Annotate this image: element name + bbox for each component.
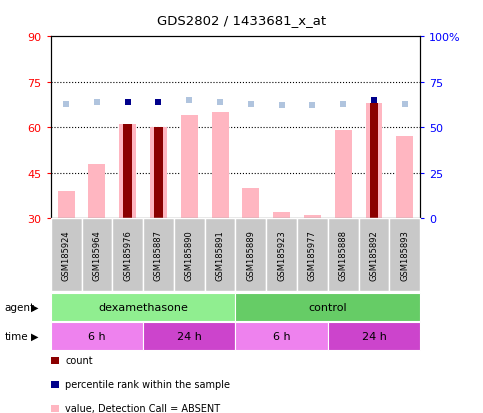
Bar — [212, 113, 228, 219]
Bar — [366, 104, 383, 219]
Text: dexamethasone: dexamethasone — [98, 302, 188, 312]
Text: control: control — [309, 302, 347, 312]
Text: GSM185976: GSM185976 — [123, 230, 132, 280]
Text: GSM185964: GSM185964 — [92, 230, 101, 280]
Text: GDS2802 / 1433681_x_at: GDS2802 / 1433681_x_at — [157, 14, 326, 27]
Text: 24 h: 24 h — [177, 331, 202, 341]
Text: GSM185889: GSM185889 — [246, 230, 256, 280]
Text: ▶: ▶ — [31, 302, 39, 312]
Text: GSM185887: GSM185887 — [154, 230, 163, 280]
Bar — [119, 125, 136, 219]
Bar — [154, 128, 163, 219]
Text: GSM185893: GSM185893 — [400, 230, 409, 280]
Bar — [181, 116, 198, 219]
Bar — [369, 104, 378, 219]
Text: agent: agent — [5, 302, 35, 312]
Text: GSM185977: GSM185977 — [308, 230, 317, 280]
Bar — [88, 164, 105, 219]
Text: percentile rank within the sample: percentile rank within the sample — [65, 380, 230, 389]
Bar — [242, 189, 259, 219]
Bar — [273, 213, 290, 219]
Text: 24 h: 24 h — [362, 331, 386, 341]
Text: 6 h: 6 h — [88, 331, 106, 341]
Bar — [335, 131, 352, 219]
Bar — [397, 137, 413, 219]
Text: value, Detection Call = ABSENT: value, Detection Call = ABSENT — [65, 404, 220, 413]
Text: GSM185924: GSM185924 — [62, 230, 71, 280]
Text: GSM185888: GSM185888 — [339, 230, 348, 280]
Text: GSM185923: GSM185923 — [277, 230, 286, 280]
Bar — [150, 128, 167, 219]
Bar — [57, 192, 74, 219]
Text: ▶: ▶ — [31, 331, 39, 341]
Text: GSM185890: GSM185890 — [185, 230, 194, 280]
Text: GSM185892: GSM185892 — [369, 230, 379, 280]
Bar — [304, 216, 321, 219]
Bar — [123, 125, 132, 219]
Text: time: time — [5, 331, 28, 341]
Text: GSM185891: GSM185891 — [215, 230, 225, 280]
Text: 6 h: 6 h — [273, 331, 290, 341]
Text: count: count — [65, 356, 93, 366]
